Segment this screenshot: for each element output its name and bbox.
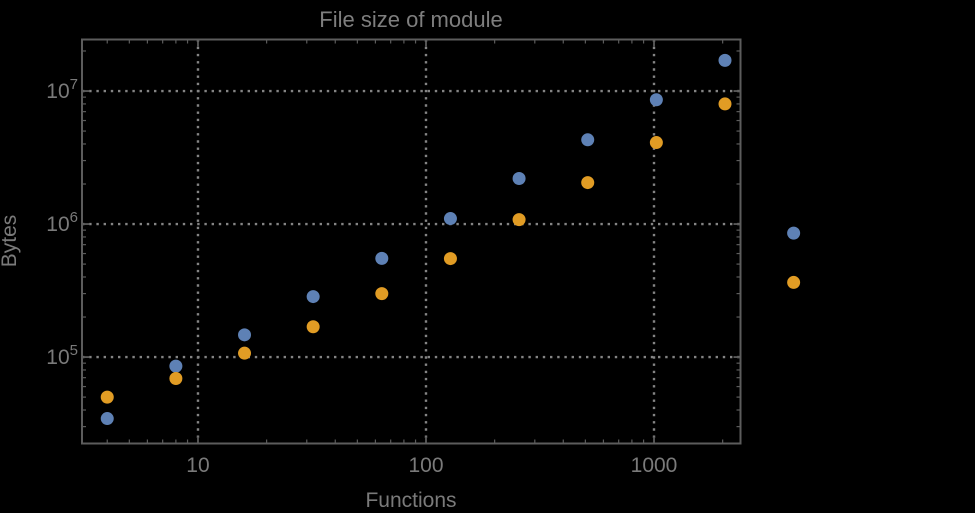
- data-point: [443, 212, 457, 226]
- data-point: [512, 172, 526, 186]
- series-1-blue: [100, 53, 801, 426]
- data-point: [238, 346, 252, 360]
- data-point: [100, 412, 114, 426]
- data-point: [787, 275, 801, 289]
- y-tick-exponent: 5: [70, 342, 78, 359]
- data-point: [649, 93, 663, 107]
- x-tick-labels: 10 100 1000: [186, 454, 677, 477]
- data-point: [649, 136, 663, 150]
- plot-frame: [81, 38, 742, 445]
- data-point: [306, 290, 320, 304]
- y-axis-label: Bytes: [0, 215, 21, 268]
- data-point: [306, 320, 320, 334]
- data-point: [718, 97, 732, 111]
- data-point: [169, 359, 183, 373]
- data-point: [169, 372, 183, 386]
- series-2-orange: [100, 97, 801, 404]
- y-tick-exponent: 7: [70, 76, 78, 93]
- x-axis-label: Functions: [365, 489, 456, 512]
- data-point: [581, 133, 595, 147]
- data-point: [787, 226, 801, 240]
- data-point: [443, 252, 457, 266]
- data-points: [100, 53, 801, 426]
- data-point: [581, 176, 595, 190]
- data-point: [100, 390, 114, 404]
- y-tick-exponent: 6: [70, 209, 78, 226]
- gridlines: [82, 39, 741, 444]
- x-tick-label: 1000: [631, 454, 678, 477]
- data-point: [375, 287, 389, 301]
- x-tick-label: 10: [186, 454, 209, 477]
- data-point: [512, 213, 526, 227]
- chart-title: File size of module: [319, 7, 502, 32]
- x-tick-label: 100: [408, 454, 443, 477]
- frame-border: [81, 38, 742, 445]
- data-point: [718, 53, 732, 67]
- data-point: [375, 251, 389, 265]
- data-point: [238, 328, 252, 342]
